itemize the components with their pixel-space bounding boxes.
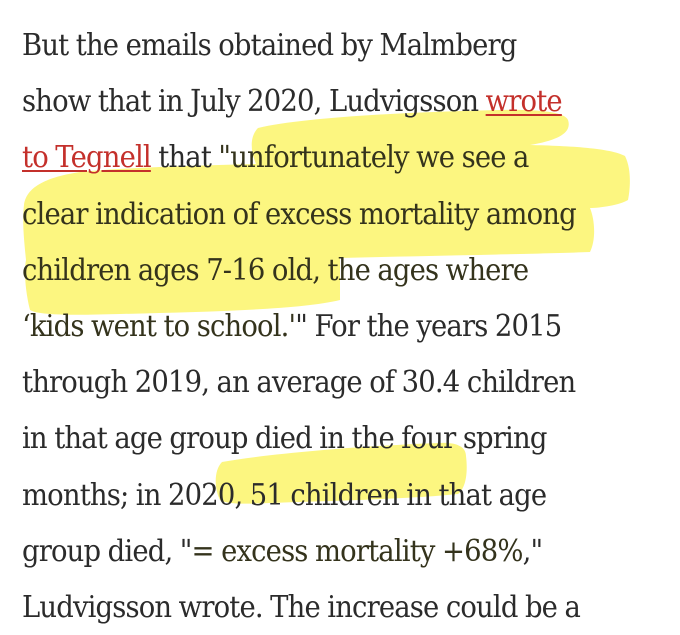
paragraph-line: Ludvigsson wrote. The increase could be … [22, 579, 627, 635]
highlighted-quote: = excess mortality +68% [191, 533, 524, 568]
text-span: show that in July 2020, Ludvigsson [22, 84, 486, 119]
paragraph-line: But the emails obtained by Malmberg [22, 17, 627, 73]
text-span: group died, " [22, 533, 192, 568]
text-span: through 2019, an average of 30.4 childre… [22, 365, 576, 400]
text-span: But the emails obtained by Malmberg [22, 28, 517, 62]
text-span: in that age group died in the four sprin… [22, 421, 547, 456]
wrote-to-tegnell-link-continued[interactable]: to Tegnell [22, 140, 152, 175]
paragraph-line: in that age group died in the four sprin… [22, 410, 627, 466]
article-paragraph: But the emails obtained by Malmberg show… [22, 17, 627, 635]
highlighted-quote: clear indication of excess mortality amo… [22, 196, 577, 231]
text-span: " For the years 2015 [295, 308, 562, 343]
text-span: Ludvigsson wrote. The increase could be … [22, 589, 581, 624]
paragraph-line: to Tegnell that "unfortunately we see a [22, 129, 627, 185]
text-span: months; in 2020, 51 children in that age [22, 477, 547, 512]
highlighted-quote: ‘kids went to school.' [22, 308, 296, 343]
wrote-to-tegnell-link[interactable]: wrote [485, 84, 563, 119]
text-span: that [150, 140, 219, 175]
paragraph-line: through 2019, an average of 30.4 childre… [22, 354, 627, 410]
text-span: ," [522, 533, 544, 568]
paragraph-line: clear indication of excess mortality amo… [22, 186, 627, 242]
paragraph-line: children ages 7-16 old, the ages where [22, 242, 627, 298]
paragraph-line: ‘kids went to school.'" For the years 20… [22, 298, 627, 354]
paragraph-line: show that in July 2020, Ludvigsson wrote [22, 73, 627, 129]
highlighted-quote: "unfortunately we see a [218, 140, 529, 175]
paragraph-line: months; in 2020, 51 children in that age [22, 467, 627, 523]
highlighted-quote: children ages 7-16 old, the ages where [22, 252, 529, 287]
paragraph-line: group died, "= excess mortality +68%," [22, 523, 627, 579]
